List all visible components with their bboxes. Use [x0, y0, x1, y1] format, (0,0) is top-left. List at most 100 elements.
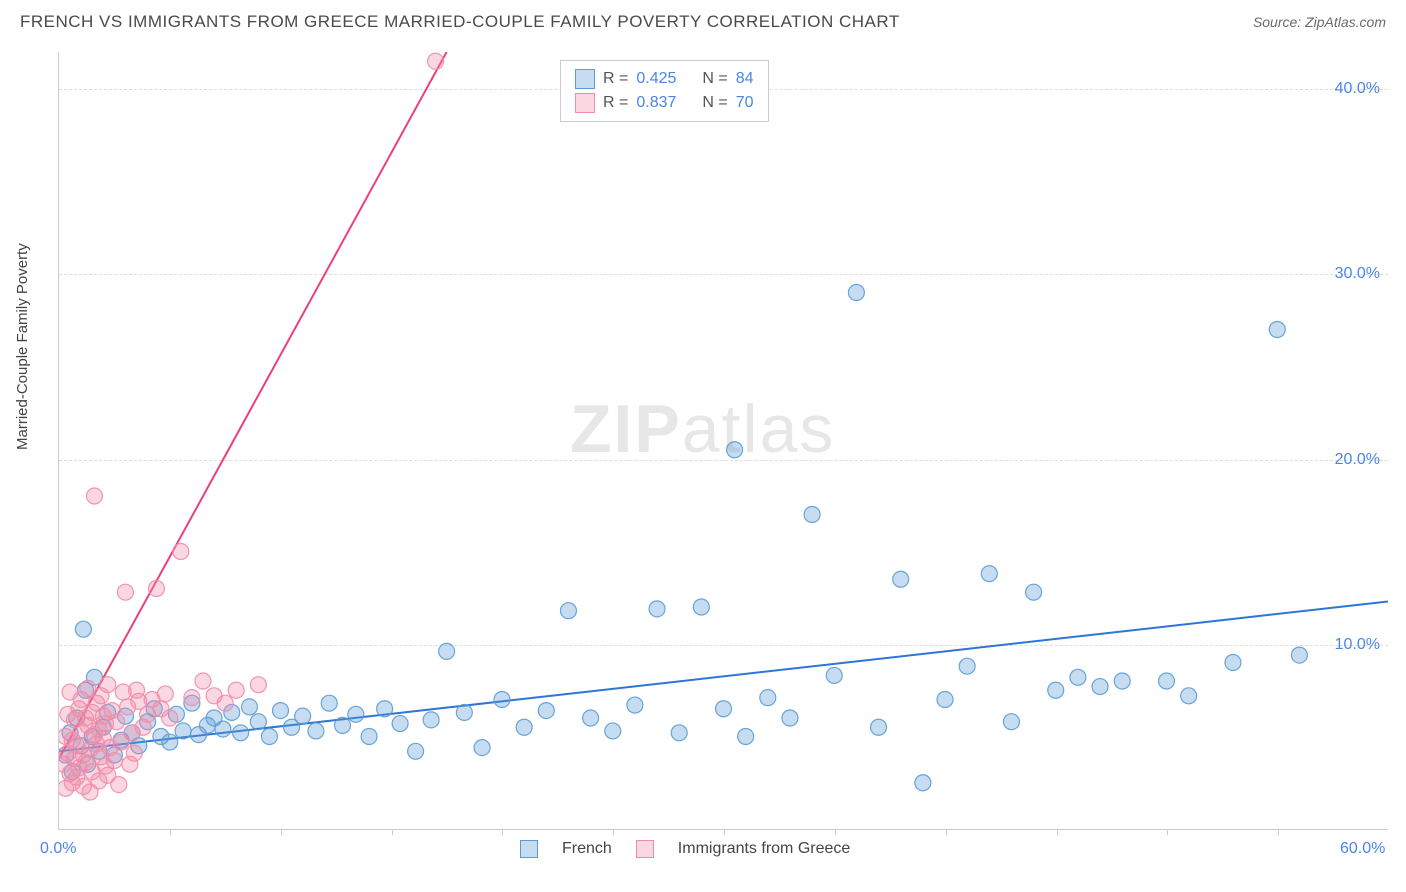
data-point: [408, 743, 424, 759]
data-point: [250, 677, 266, 693]
data-point: [1070, 669, 1086, 685]
r-val-french: 0.425: [636, 70, 676, 88]
data-point: [86, 488, 102, 504]
x-tick: [1278, 829, 1279, 835]
data-point: [494, 692, 510, 708]
data-point: [106, 753, 122, 769]
data-point: [228, 682, 244, 698]
swatch-french-b: [520, 840, 538, 858]
data-point: [738, 729, 754, 745]
x-tick: [946, 829, 947, 835]
x-tick: [724, 829, 725, 835]
r-label: R =: [603, 70, 628, 88]
x-max-label: 60.0%: [1340, 840, 1385, 858]
data-point: [1291, 647, 1307, 663]
chart-header: FRENCH VS IMMIGRANTS FROM GREECE MARRIED…: [0, 0, 1406, 40]
legend-label-greece: Immigrants from Greece: [678, 840, 850, 858]
data-point: [560, 603, 576, 619]
data-point: [456, 704, 472, 720]
swatch-greece-b: [636, 840, 654, 858]
data-point: [671, 725, 687, 741]
data-point: [1225, 655, 1241, 671]
data-point: [162, 710, 178, 726]
data-point: [1269, 322, 1285, 338]
legend-row-greece: R = 0.837 N = 70: [575, 91, 754, 115]
data-point: [233, 725, 249, 741]
x-origin-label: 0.0%: [40, 840, 76, 858]
legend-row-french: R = 0.425 N = 84: [575, 67, 754, 91]
data-point: [1181, 688, 1197, 704]
data-point: [75, 621, 91, 637]
data-point: [162, 734, 178, 750]
data-point: [273, 703, 289, 719]
x-tick: [170, 829, 171, 835]
chart-title: FRENCH VS IMMIGRANTS FROM GREECE MARRIED…: [20, 12, 900, 32]
swatch-greece: [575, 93, 595, 113]
data-point: [605, 723, 621, 739]
n-label: N =: [702, 70, 727, 88]
data-point: [826, 667, 842, 683]
data-point: [321, 695, 337, 711]
data-point: [295, 708, 311, 724]
data-point: [1026, 584, 1042, 600]
data-point: [516, 719, 532, 735]
series-legend: French Immigrants from Greece: [520, 840, 850, 858]
x-tick: [1167, 829, 1168, 835]
data-point: [361, 729, 377, 745]
regression-line: [59, 52, 447, 759]
data-point: [627, 697, 643, 713]
data-point: [1003, 714, 1019, 730]
data-point: [377, 701, 393, 717]
data-point: [649, 601, 665, 617]
data-point: [148, 581, 164, 597]
data-point: [474, 740, 490, 756]
data-point: [848, 285, 864, 301]
data-point: [937, 692, 953, 708]
x-tick: [613, 829, 614, 835]
data-point: [111, 777, 127, 793]
data-point: [538, 703, 554, 719]
correlation-legend: R = 0.425 N = 84 R = 0.837 N = 70: [560, 60, 769, 122]
scatter-svg: [59, 52, 1388, 829]
data-point: [760, 690, 776, 706]
x-tick: [281, 829, 282, 835]
data-point: [392, 716, 408, 732]
data-point: [428, 53, 444, 69]
data-point: [184, 690, 200, 706]
data-point: [1048, 682, 1064, 698]
y-axis-label: Married-Couple Family Poverty: [14, 243, 31, 450]
data-point: [959, 658, 975, 674]
data-point: [117, 584, 133, 600]
data-point: [308, 723, 324, 739]
x-tick: [835, 829, 836, 835]
data-point: [693, 599, 709, 615]
data-point: [893, 571, 909, 587]
data-point: [727, 442, 743, 458]
data-point: [423, 712, 439, 728]
legend-label-french: French: [562, 840, 612, 858]
data-point: [109, 714, 125, 730]
data-point: [175, 723, 191, 739]
data-point: [804, 507, 820, 523]
n-val-french: 84: [736, 70, 754, 88]
x-tick: [1057, 829, 1058, 835]
data-point: [241, 699, 257, 715]
plot-area: 10.0%20.0%30.0%40.0%: [58, 52, 1388, 830]
data-point: [583, 710, 599, 726]
data-point: [1114, 673, 1130, 689]
n-label-2: N =: [702, 94, 727, 112]
data-point: [439, 643, 455, 659]
data-point: [981, 566, 997, 582]
data-point: [348, 706, 364, 722]
x-tick: [392, 829, 393, 835]
data-point: [195, 673, 211, 689]
x-tick: [502, 829, 503, 835]
data-point: [261, 729, 277, 745]
data-point: [716, 701, 732, 717]
data-point: [100, 677, 116, 693]
swatch-french: [575, 69, 595, 89]
data-point: [217, 695, 233, 711]
n-val-greece: 70: [736, 94, 754, 112]
data-point: [126, 745, 142, 761]
data-point: [157, 686, 173, 702]
